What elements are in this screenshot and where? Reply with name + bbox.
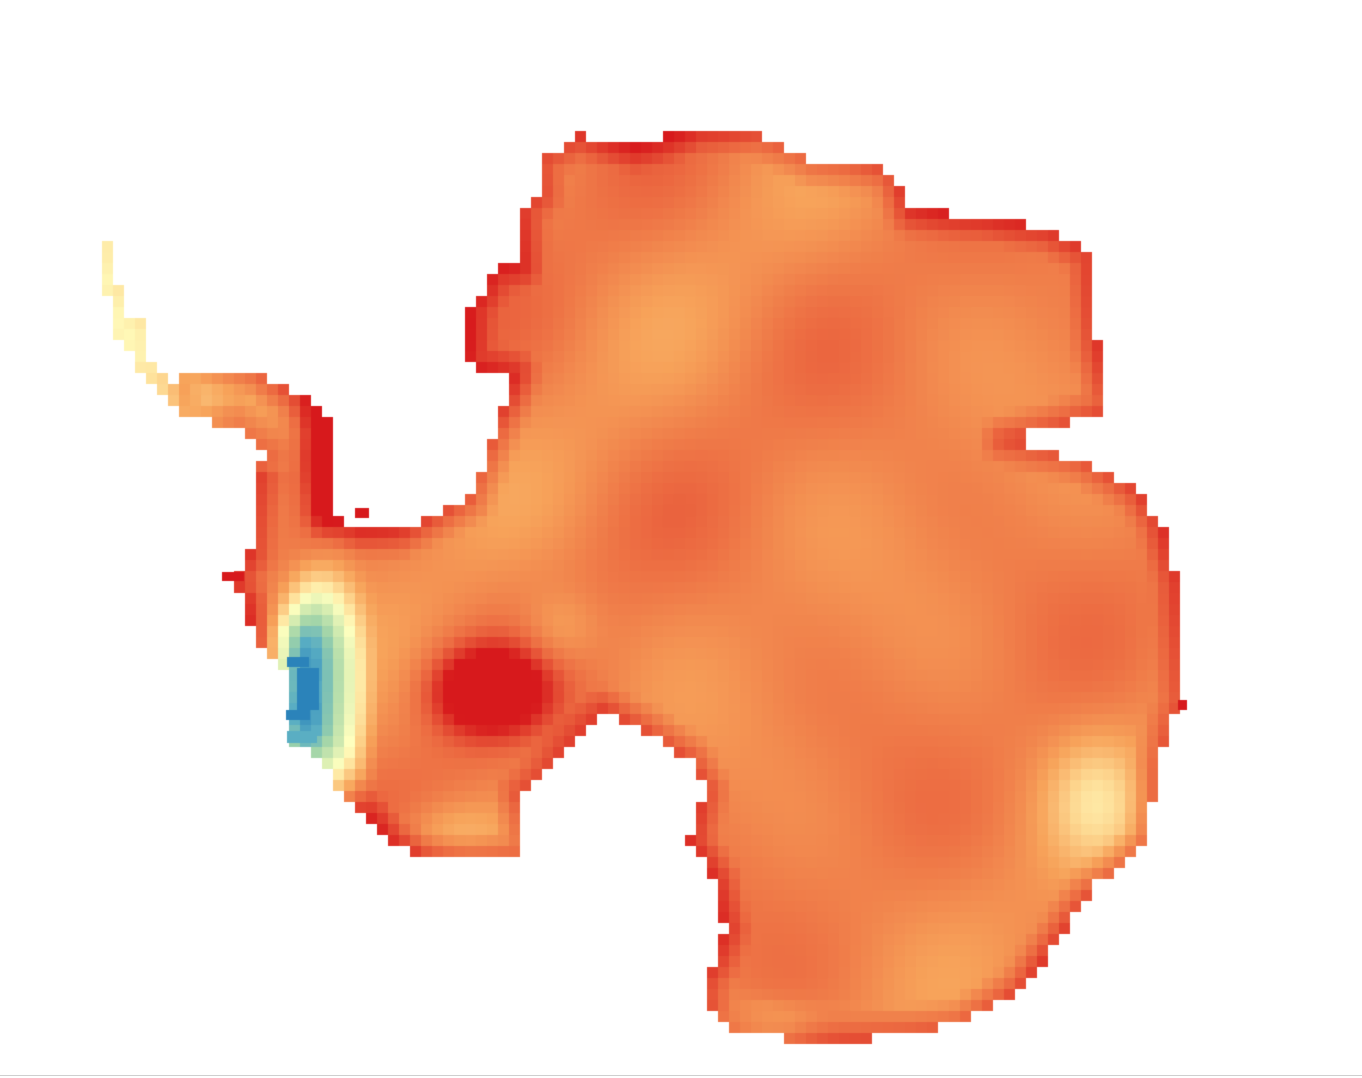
bottom-divider [0,1075,1362,1076]
